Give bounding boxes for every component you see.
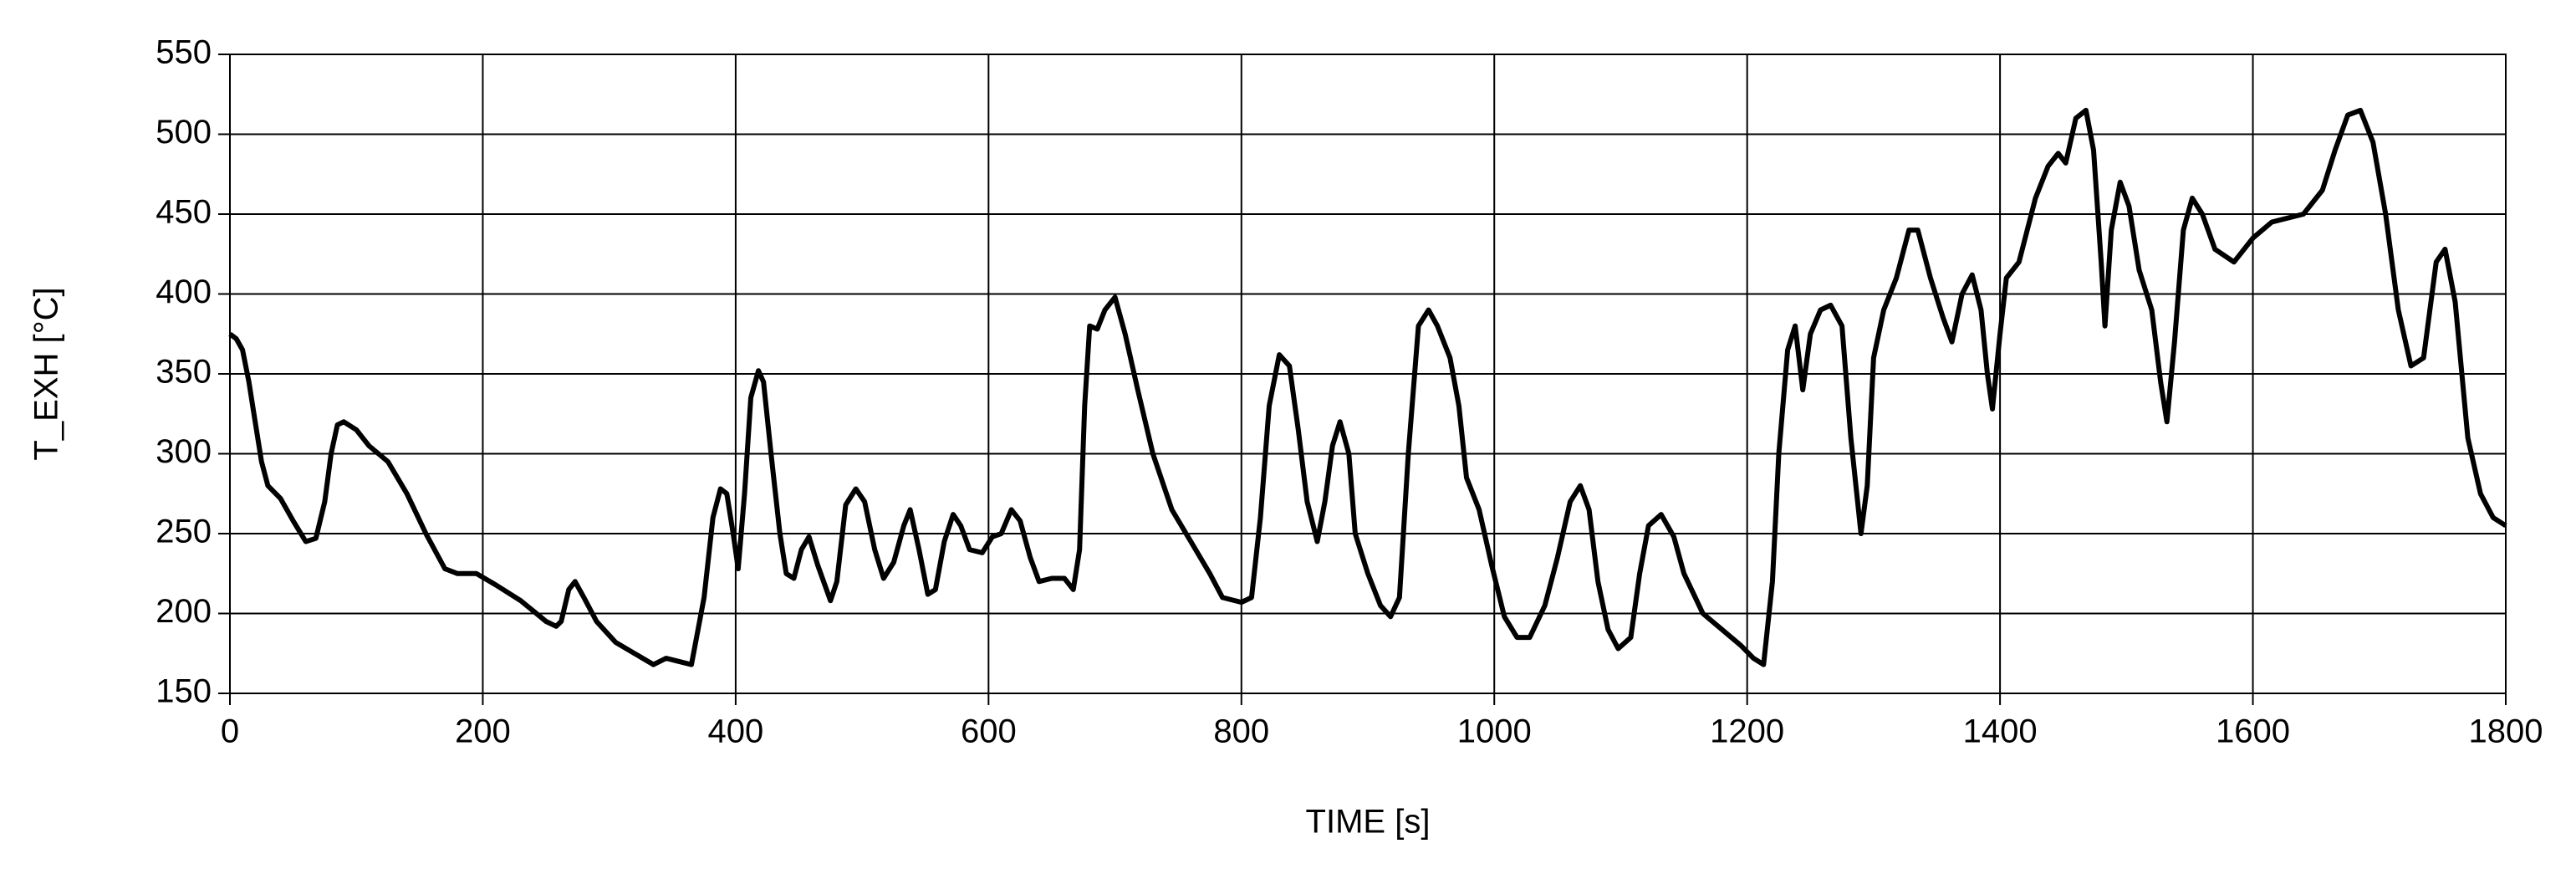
y-tick-label: 500 [156,114,212,151]
plot-frame [229,54,2507,694]
x-tick-label: 400 [708,713,764,750]
x-tick-label: 0 [221,713,239,750]
y-tick-label: 300 [156,433,212,470]
x-axis-label: TIME [s] [1306,804,1431,841]
x-tick-label: 1600 [2216,713,2290,750]
x-tick-label: 600 [961,713,1017,750]
y-tick-label: 450 [156,194,212,231]
data-line [228,107,2507,667]
x-tick-label: 1200 [1710,713,1784,750]
y-tick-label: 550 [156,34,212,71]
x-tick-label: 200 [455,713,511,750]
x-tick-label: 1400 [1963,713,2038,750]
y-tick-label: 200 [156,593,212,630]
y-tick-label: 400 [156,273,212,310]
x-tick-label: 1800 [2469,713,2543,750]
y-tick-label: 350 [156,354,212,391]
x-tick-label: 1000 [1457,713,1532,750]
y-axis-label: T_EXH [°C] [28,287,65,460]
y-tick-label: 150 [156,673,212,710]
x-tick-label: 800 [1213,713,1269,750]
y-tick-label: 250 [156,514,212,550]
